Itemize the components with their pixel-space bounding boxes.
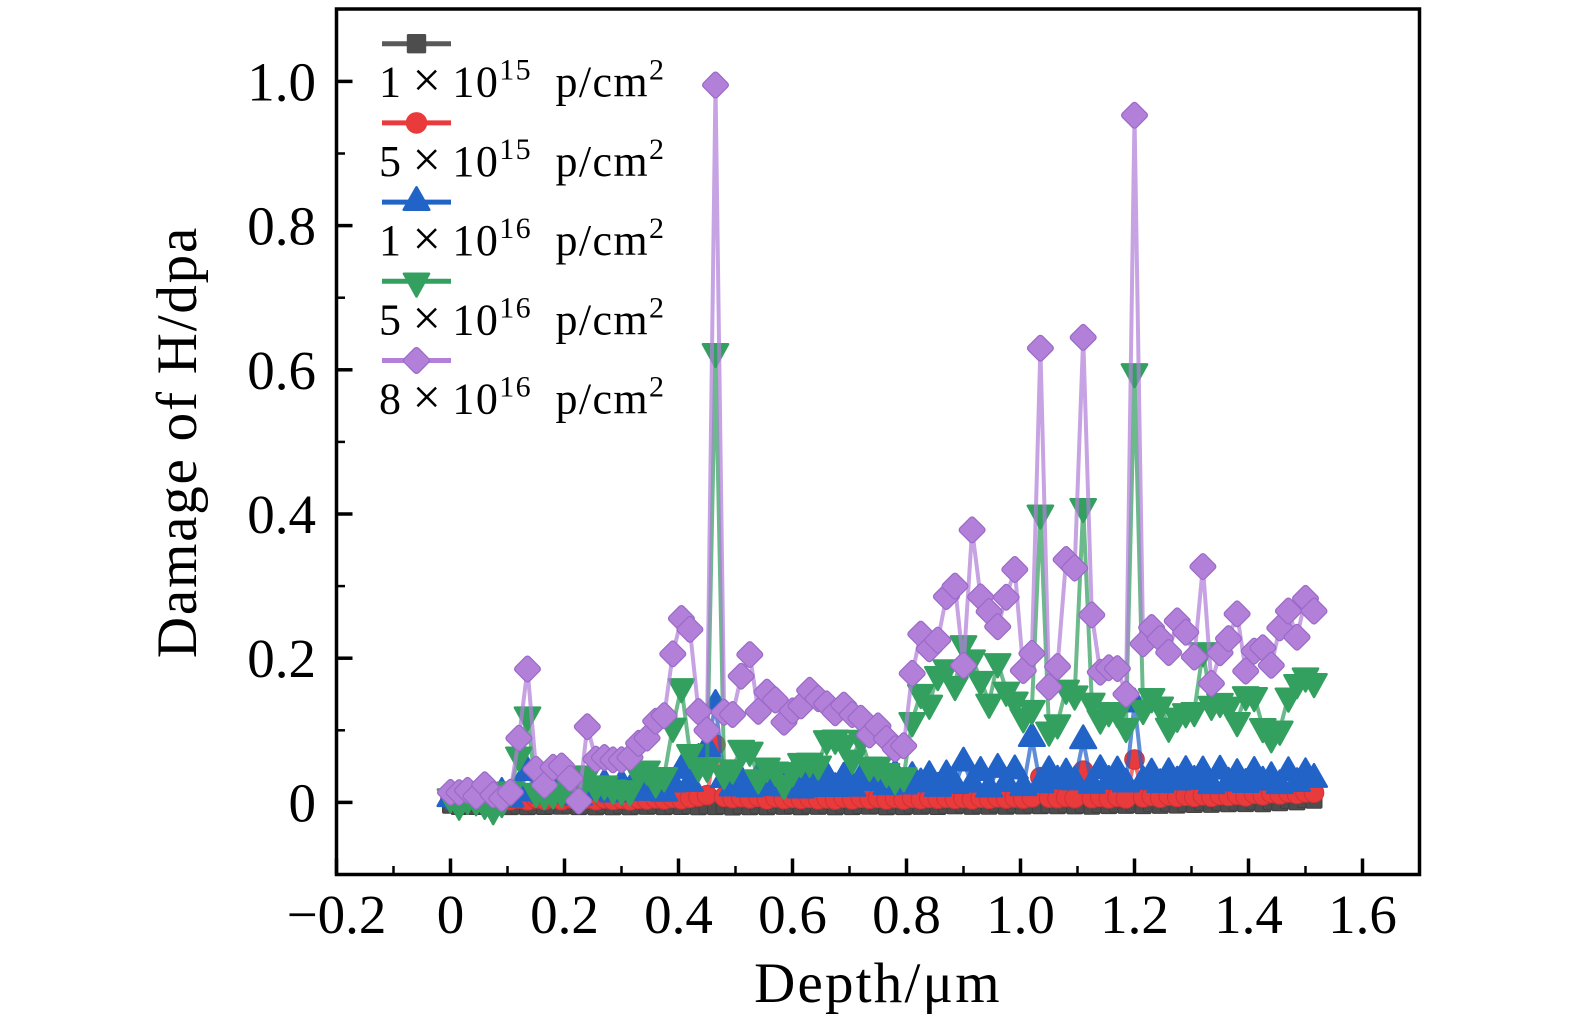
svg-text:0.6: 0.6 (758, 884, 827, 945)
svg-text:Damage of H/dpa: Damage of H/dpa (146, 226, 209, 658)
svg-text:1.2: 1.2 (1100, 884, 1169, 945)
svg-text:−0.2: −0.2 (287, 884, 387, 945)
svg-text:5 × 1016 p/cm2: 5 × 1016 p/cm2 (379, 289, 665, 345)
svg-text:0: 0 (289, 772, 317, 833)
svg-text:1 × 1015 p/cm2: 1 × 1015 p/cm2 (379, 52, 665, 108)
svg-text:0.8: 0.8 (872, 884, 941, 945)
svg-text:1.4: 1.4 (1214, 884, 1283, 945)
svg-text:1.6: 1.6 (1328, 884, 1397, 945)
svg-text:0.4: 0.4 (247, 484, 316, 545)
svg-text:1.0: 1.0 (247, 51, 316, 112)
svg-text:0.8: 0.8 (247, 196, 316, 257)
svg-text:0.4: 0.4 (644, 884, 713, 945)
svg-text:1.0: 1.0 (986, 884, 1055, 945)
svg-text:0: 0 (437, 884, 465, 945)
svg-text:0.2: 0.2 (530, 884, 599, 945)
svg-text:5 × 1015 p/cm2: 5 × 1015 p/cm2 (379, 131, 665, 187)
svg-text:Depth/μm: Depth/μm (754, 952, 1002, 1015)
svg-text:0.6: 0.6 (247, 340, 316, 401)
svg-text:0.2: 0.2 (247, 628, 316, 689)
